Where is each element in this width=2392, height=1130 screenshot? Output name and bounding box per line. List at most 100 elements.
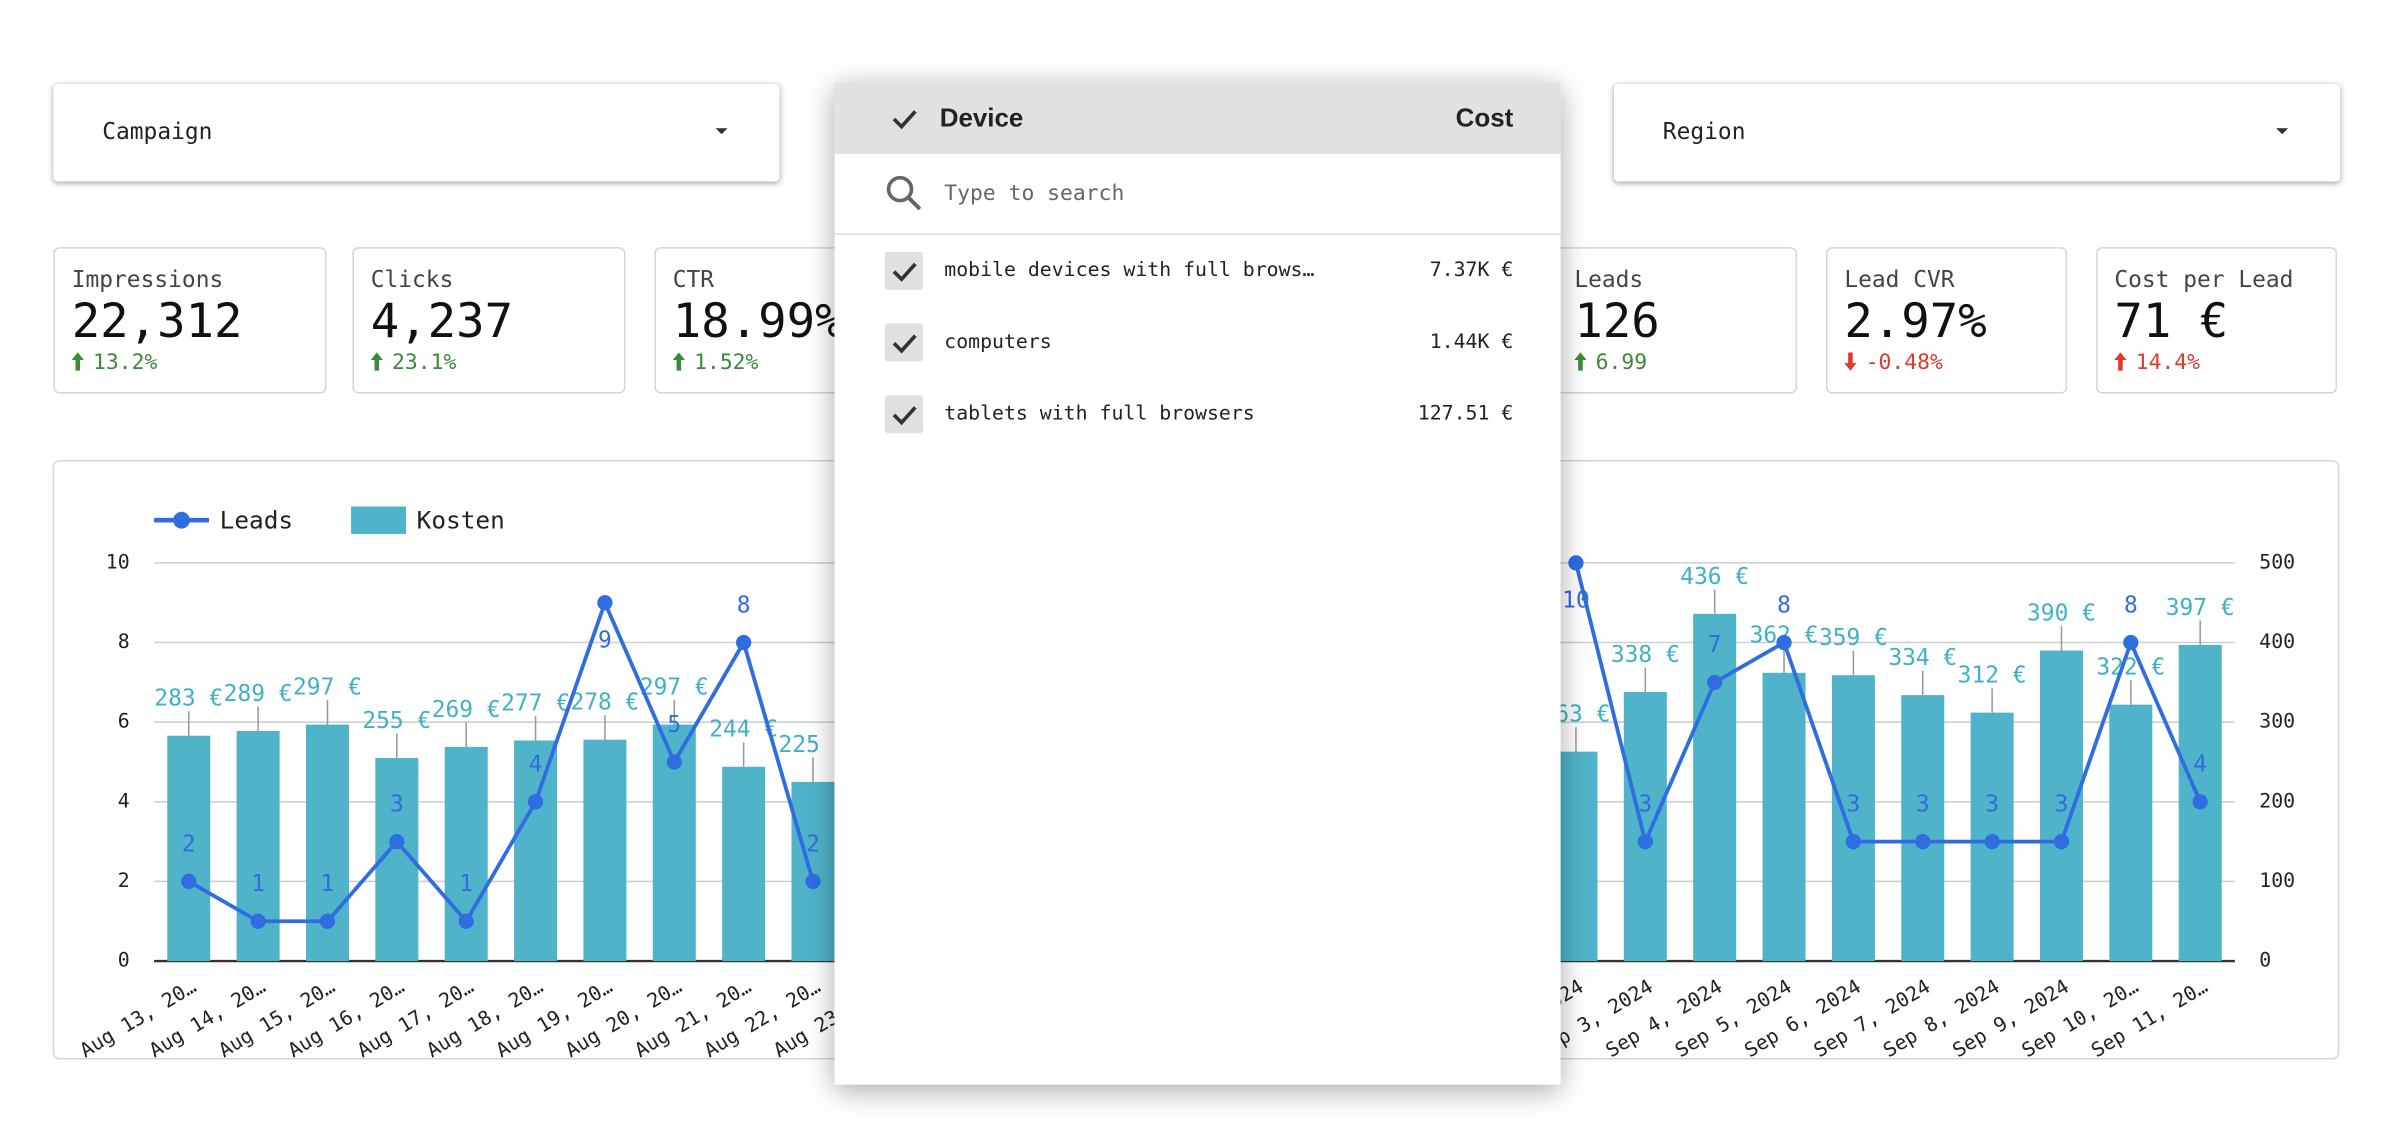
trend-arrow — [1844, 352, 1857, 371]
bar-value-label: 289 € — [224, 681, 293, 707]
dropdown-item[interactable]: computers 1.44K € — [834, 313, 1560, 374]
kpi-delta-value: 6.99 — [1595, 350, 1648, 376]
kpi-value: 22,312 — [71, 294, 243, 350]
item-label: computers — [944, 331, 1052, 354]
bar-value-label: 297 € — [293, 674, 362, 700]
point — [1637, 833, 1653, 850]
bar-value-label: 322 € — [2096, 655, 2165, 681]
point — [1845, 833, 1862, 850]
point-value-label: 4 — [529, 752, 543, 778]
kpi-delta-value: 14.4% — [2135, 350, 2201, 376]
search-icon — [886, 175, 922, 211]
y2-tick-label: 300 — [2259, 710, 2295, 733]
dropdown-item[interactable]: mobile devices with full brows… 7.37K € — [834, 241, 1560, 302]
point — [736, 634, 752, 651]
bar — [444, 746, 488, 962]
item-checkbox[interactable] — [884, 251, 923, 290]
filter-label: Campaign — [102, 117, 213, 145]
legend-swatch — [173, 511, 190, 529]
bar-value-label: 297 € — [640, 674, 709, 700]
search-box[interactable]: Type to search — [834, 154, 1561, 235]
item-cost: 1.44K € — [1429, 331, 1514, 354]
kpi-delta-value: 1.52% — [694, 350, 759, 376]
point-value-label: 3 — [1916, 792, 1930, 818]
select-all-checkbox[interactable] — [884, 99, 923, 138]
bar-value-label: 312 € — [1958, 663, 2027, 689]
point-value-label: 8 — [737, 592, 751, 618]
bar — [1623, 691, 1667, 962]
y-tick-label: 4 — [118, 789, 130, 812]
kpi-name: Impressions — [71, 265, 224, 293]
kpi-name: Lead CVR — [1844, 265, 1955, 293]
point-value-label: 8 — [1777, 592, 1791, 618]
bar-value-label: 390 € — [2027, 600, 2096, 626]
point — [2123, 634, 2139, 651]
kpi-delta-value: 23.1% — [392, 350, 457, 376]
search-placeholder: Type to search — [944, 181, 1125, 206]
point-value-label: 5 — [667, 712, 681, 738]
point-value-label: 10 — [1562, 588, 1590, 614]
legend-swatch — [351, 506, 406, 534]
item-checkbox[interactable] — [884, 323, 923, 362]
kpi-delta: -0.48% — [1844, 351, 1943, 375]
point-value-label: 1 — [321, 871, 335, 897]
y-tick-label: 10 — [106, 550, 130, 573]
line — [187, 562, 2202, 925]
kpi-name: CTR — [672, 265, 715, 293]
point — [1568, 555, 1584, 571]
point-value-label: 3 — [1847, 792, 1861, 818]
y-tick-label: 8 — [118, 630, 130, 653]
point-value-label: 2 — [806, 831, 820, 857]
region-filter[interactable]: Region — [1613, 83, 2341, 182]
kpi-card: Cost per Lead 71 €14.4% — [2096, 247, 2338, 394]
bar — [1693, 613, 1737, 962]
bar-value-label: 278 € — [570, 690, 639, 716]
campaign-filter[interactable]: Campaign — [53, 83, 780, 182]
bar-value-label: 397 € — [2166, 595, 2235, 621]
point — [250, 913, 266, 929]
kpi-delta: 14.4% — [2114, 351, 2200, 375]
trend-arrow — [672, 352, 685, 371]
y2-tick-label: 400 — [2259, 630, 2295, 653]
y-tick-label: 0 — [118, 949, 130, 972]
y-tick-label: 2 — [118, 869, 130, 892]
point — [597, 595, 613, 611]
kpi-card: Leads 126 6.99 — [1556, 247, 1798, 394]
point — [319, 913, 336, 929]
item-label: tablets with full browsers — [944, 402, 1255, 426]
kpi-value: 4,237 — [370, 294, 514, 350]
point — [527, 794, 544, 810]
point-value-label: 1 — [251, 871, 265, 897]
bar-value-label: 334 € — [1888, 645, 1957, 671]
dropdown-item[interactable]: tablets with full browsers 127.51 € — [834, 384, 1560, 445]
legend-label: Kosten — [417, 506, 505, 535]
bar-value-label: 283 € — [154, 686, 223, 712]
bar-value-label: 277 € — [501, 690, 570, 716]
kpi-delta: 13.2% — [71, 350, 158, 376]
trend-arrow — [2114, 352, 2127, 371]
kpi-card: Impressions 22,312 13.2% — [53, 247, 327, 394]
point — [389, 833, 405, 850]
bar-value-label: 338 € — [1611, 642, 1680, 668]
point-value-label: 7 — [1708, 632, 1722, 658]
bar — [583, 739, 627, 962]
point-value-label: 3 — [1638, 792, 1652, 818]
point — [1984, 833, 2000, 850]
bar — [1831, 675, 1875, 962]
point-value-label: 8 — [2124, 592, 2138, 618]
kpi-delta-value: 13.2% — [93, 350, 158, 376]
bar — [514, 740, 558, 962]
kpi-value: 126 — [1574, 294, 1660, 350]
bar — [1554, 751, 1598, 962]
kpi-name: Clicks — [370, 265, 454, 293]
kpi-delta-value: -0.48% — [1865, 350, 1943, 376]
point-value-label: 1 — [459, 871, 473, 897]
item-checkbox[interactable] — [884, 395, 923, 434]
trend-arrow — [71, 352, 84, 371]
item-cost: 7.37K € — [1429, 259, 1514, 283]
y2-tick-label: 200 — [2259, 789, 2295, 812]
device-dropdown: Device Cost Type to search mobile device… — [834, 82, 1561, 1085]
bar — [791, 781, 835, 962]
point-value-label: 9 — [598, 627, 612, 653]
